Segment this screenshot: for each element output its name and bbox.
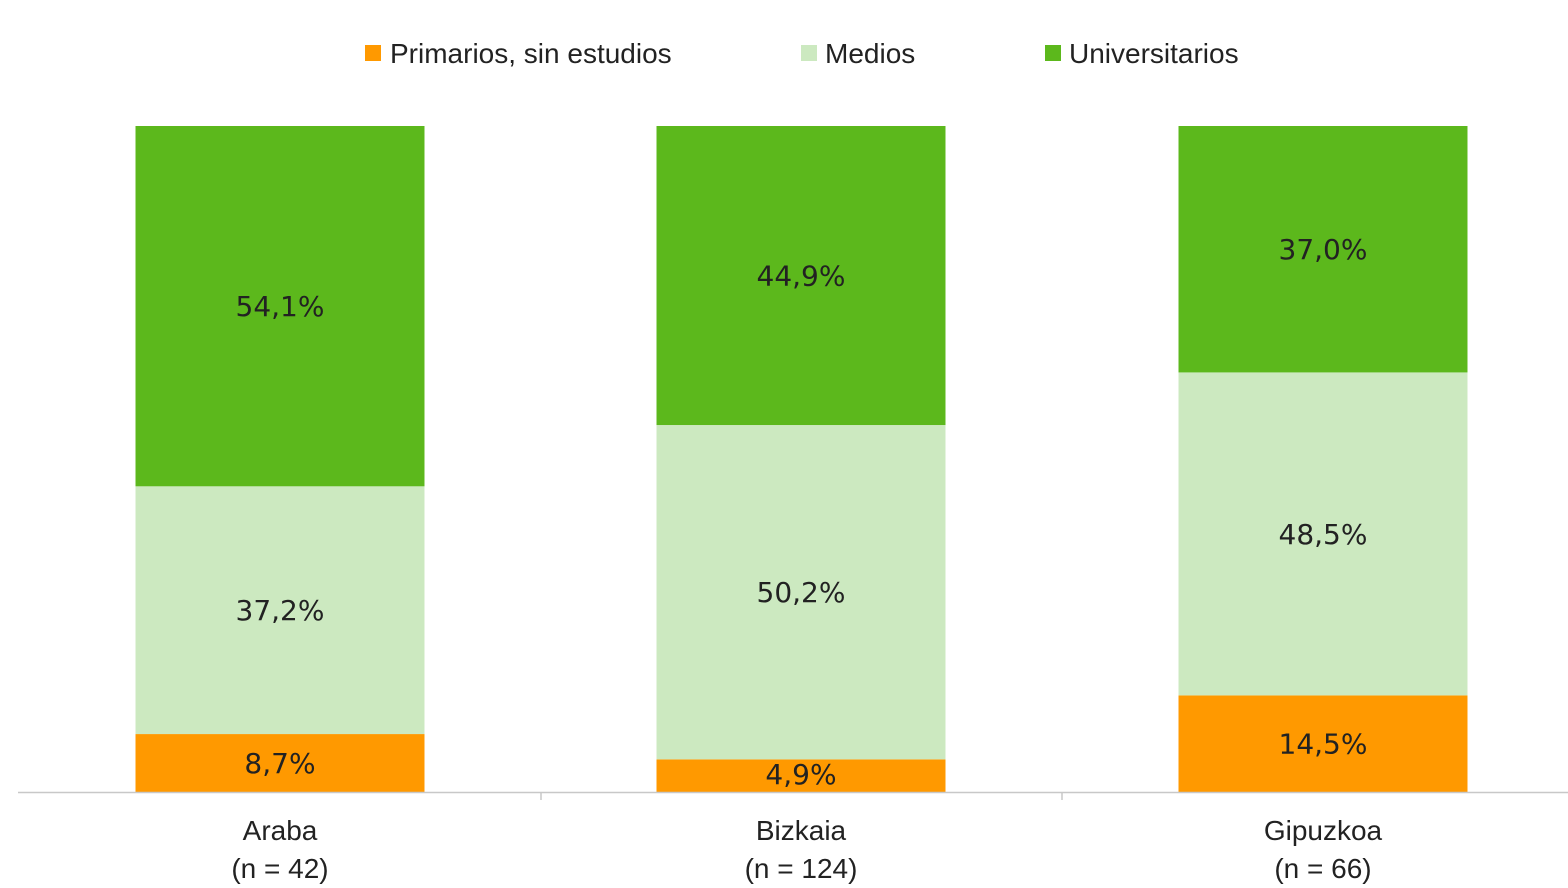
bar-segment-araba-primarios-sin-estudios: [135, 734, 425, 792]
x-axis: Araba (n = 42) Bizkaia (n = 124) Gipuzkoa (n …: [18, 791, 1568, 884]
bar-segment-bizkaia-medios: [656, 425, 946, 760]
data-label-araba-primarios-sin-estudios: 8,7%: [244, 747, 315, 780]
legend-swatch-primarios-sin-estudios: [365, 45, 381, 61]
x-tick-sublabel-gipuzkoa: (n = 66): [1274, 853, 1371, 884]
legend-swatch-medios: [801, 45, 817, 61]
data-label-gipuzkoa-primarios-sin-estudios: 14,5%: [1279, 728, 1368, 761]
data-label-bizkaia-primarios-sin-estudios: 4,9%: [765, 758, 836, 791]
data-label-gipuzkoa-universitarios: 37,0%: [1279, 233, 1368, 266]
legend-swatch-universitarios: [1045, 45, 1061, 61]
data-label-araba-medios: 37,2%: [236, 594, 325, 627]
x-tick-label-gipuzkoa: Gipuzkoa: [1264, 815, 1383, 846]
bar-segment-gipuzkoa-primarios-sin-estudios: [1178, 695, 1468, 792]
data-label-bizkaia-medios: 50,2%: [757, 576, 846, 609]
x-tick-label-araba: Araba: [243, 815, 318, 846]
legend-label-universitarios: Universitarios: [1069, 38, 1239, 69]
data-label-bizkaia-universitarios: 44,9%: [757, 260, 846, 293]
x-tick-sublabel-araba: (n = 42): [231, 853, 328, 884]
bar-segment-gipuzkoa-medios: [1178, 372, 1468, 696]
data-label-araba-universitarios: 54,1%: [236, 290, 325, 323]
chart-data-labels: 8,7% 37,2% 54,1% 4,9% 50,2% 44,9% 14,5% 48,5% 37…: [236, 233, 1368, 791]
bar-segment-araba-universitarios: [135, 126, 425, 487]
bar-segment-araba-medios: [135, 486, 425, 735]
x-tick-label-bizkaia: Bizkaia: [756, 815, 847, 846]
legend-label-primarios-sin-estudios: Primarios, sin estudios: [390, 38, 672, 69]
data-label-gipuzkoa-medios: 48,5%: [1279, 518, 1368, 551]
chart-legend: Primarios, sin estudios Medios Universitar…: [365, 38, 1239, 69]
legend-label-medios: Medios: [825, 38, 915, 69]
chart-bars: [135, 126, 1468, 792]
x-tick-sublabel-bizkaia: (n = 124): [745, 853, 858, 884]
bar-segment-bizkaia-primarios-sin-estudios: [656, 759, 946, 792]
bar-segment-bizkaia-universitarios: [656, 126, 946, 426]
bar-segment-gipuzkoa-universitarios: [1178, 126, 1468, 373]
